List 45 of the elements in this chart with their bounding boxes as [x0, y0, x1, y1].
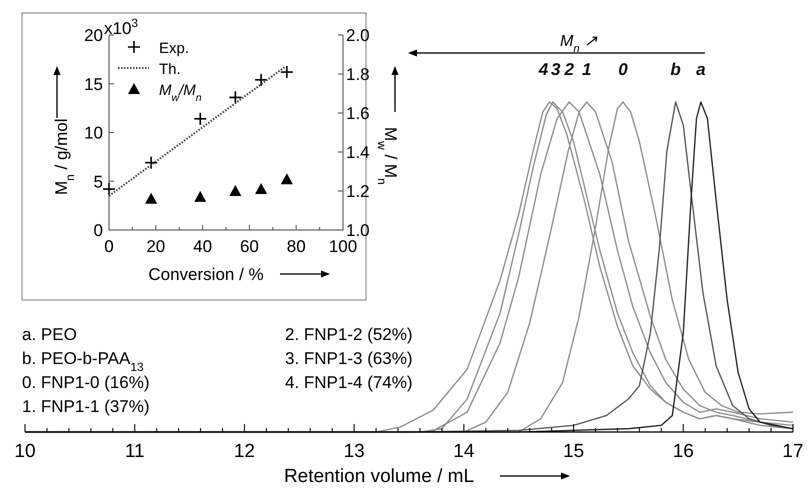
- annotation: 2. FNP1-2 (52%): [285, 325, 413, 344]
- y2-tick-label: 1.2: [346, 182, 370, 201]
- y-tick-label: 20: [84, 26, 103, 45]
- legend-label: Exp.: [159, 40, 190, 57]
- series-label: a: [696, 60, 706, 79]
- x-tick-label: 17: [782, 441, 804, 462]
- x-tick-label: 80: [286, 237, 306, 256]
- y2-tick-label: 1.4: [346, 143, 370, 162]
- x-tick-label: 13: [344, 441, 365, 462]
- y2-tick-label: 1.0: [346, 221, 370, 240]
- annotation: x10$^{3}$: [104, 16, 138, 38]
- y-tick-label: 5: [94, 172, 103, 192]
- x-tick-label: 10: [14, 441, 36, 462]
- y-tick-label: 10: [84, 124, 103, 142]
- y-tick-label: 15: [84, 74, 103, 94]
- series-label: 4: [538, 60, 549, 79]
- series-label: 3: [550, 60, 561, 79]
- y2-tick-label: 1.8: [346, 65, 370, 84]
- series-label: 1: [582, 60, 592, 79]
- annotation: 0. FNP1-0 (16%): [22, 373, 150, 392]
- series-label: 2: [563, 60, 574, 79]
- x-tick-label: 11: [124, 441, 145, 462]
- x-tick-label: 20: [146, 237, 166, 256]
- x-tick-label: 16: [672, 441, 694, 462]
- x-axis-title: Retention volume / mL: [284, 466, 474, 487]
- text: M$_{n}$ ↗: [560, 33, 598, 55]
- x-axis-title: Conversion / %: [148, 265, 264, 284]
- y2-tick-label: 2.0: [346, 26, 370, 45]
- annotation: a. PEO: [22, 325, 77, 344]
- annotation: 4. FNP1-4 (74%): [285, 373, 413, 392]
- annotation: 3. FNP1-3 (63%): [285, 349, 413, 368]
- legend-label: M$_{w}$/M$_{n}$: [159, 82, 202, 104]
- x-tick-label: 15: [563, 441, 584, 462]
- x-tick-label: 100: [328, 237, 358, 256]
- y-tick-label: 0: [94, 221, 103, 240]
- legend-label: Th.: [159, 61, 181, 78]
- x-tick-label: 12: [234, 441, 255, 462]
- series-label: b: [670, 60, 681, 79]
- annotation: b. PEO-b-PAA$_{13}$: [22, 349, 144, 374]
- x-tick-label: 40: [193, 237, 212, 256]
- y2-tick-label: 1.6: [346, 104, 370, 123]
- x-tick-label: 14: [453, 441, 475, 462]
- annotation: 1. FNP1-1 (37%): [22, 397, 150, 416]
- x-tick-label: 60: [240, 237, 259, 256]
- series-label: 0: [618, 60, 628, 79]
